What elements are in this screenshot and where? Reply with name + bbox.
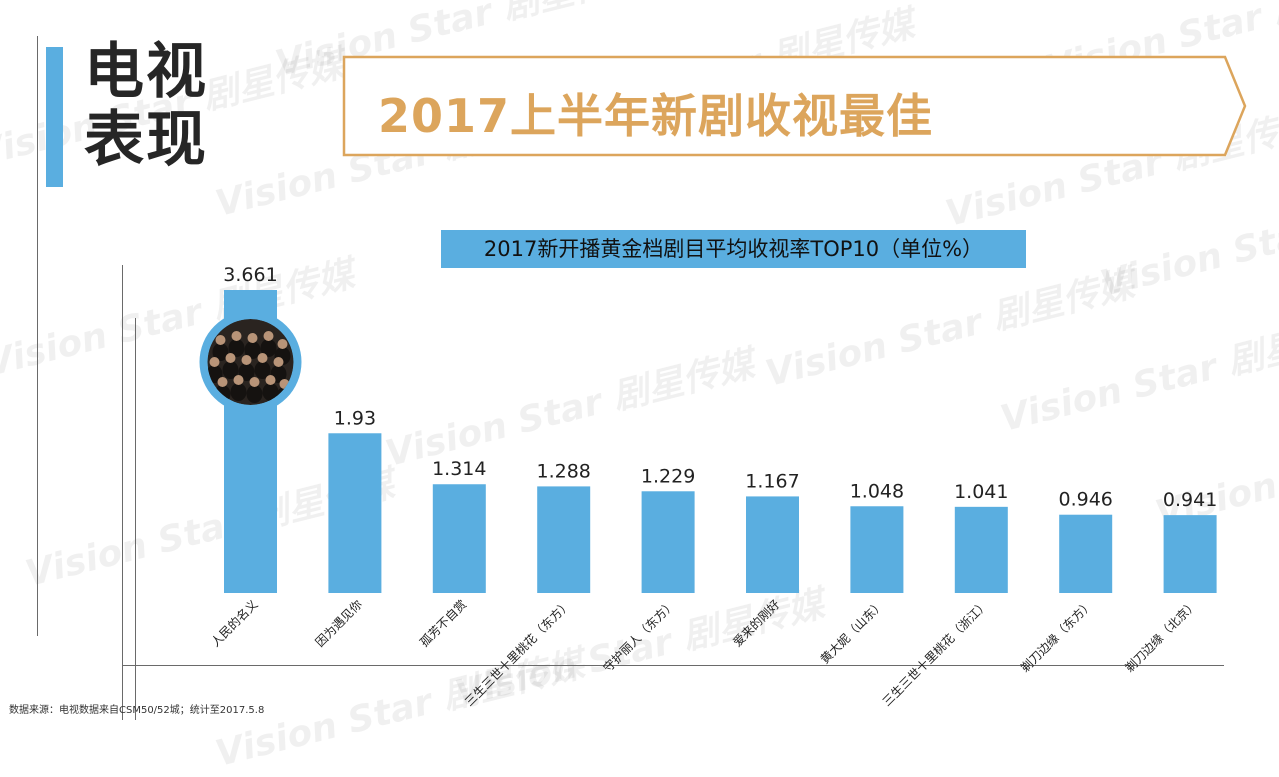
- bar: [954, 506, 1008, 593]
- bar: [1163, 515, 1217, 593]
- bar: [432, 484, 486, 593]
- data-label: 1.314: [432, 458, 486, 480]
- chart-title: 2017新开播黄金档剧目平均收视率TOP10（单位%）: [441, 230, 1026, 268]
- section-title: 电视 表现: [84, 38, 208, 174]
- category-label: 剃刀边缘（东方）: [1017, 597, 1095, 675]
- banner-title: 2017上半年新剧收视最佳: [378, 89, 934, 143]
- category-label: 爱来的刚好: [730, 597, 783, 650]
- data-label: 1.288: [536, 460, 590, 482]
- data-label: 1.041: [954, 481, 1008, 503]
- data-label: 1.167: [745, 470, 799, 492]
- bar: [850, 506, 904, 593]
- frame-line-mid: [122, 265, 123, 720]
- section-title-line-1: 电视: [84, 37, 208, 107]
- frame-line-left: [37, 36, 38, 636]
- data-label: 1.93: [334, 407, 376, 429]
- bar-chart: 3.661 人民的名义 1.93 因为遇见你 1.314 孤芳不自赏 1.288 三生三世十里…: [199, 264, 1217, 709]
- data-label: 3.661: [223, 264, 277, 286]
- bar: [328, 433, 382, 593]
- bar: [641, 491, 695, 593]
- accent-bar: [46, 47, 63, 187]
- category-label: 黄大妮（山东）: [818, 597, 887, 666]
- category-label: 守护丽人（东方）: [600, 597, 678, 675]
- category-label: 剃刀边缘（北京）: [1122, 597, 1200, 675]
- data-label: 0.946: [1058, 489, 1112, 511]
- source-note: 数据来源：电视数据来自CSM50/52城；统计至2017.5.8: [9, 705, 265, 716]
- data-label: 1.048: [850, 480, 904, 502]
- category-label: 孤芳不自赏: [417, 597, 469, 649]
- category-label: 三生三世十里桃花（浙江）: [879, 597, 991, 709]
- bar: [1059, 514, 1113, 593]
- data-label: 1.229: [641, 465, 695, 487]
- data-label: 0.941: [1163, 489, 1217, 511]
- category-label: 人民的名义: [208, 597, 261, 650]
- frame-line-inner: [135, 318, 136, 720]
- frame-line-bottom: [122, 665, 1224, 666]
- section-title-line-2: 表现: [84, 105, 208, 175]
- banner-frame: [342, 55, 1247, 157]
- bar: [537, 486, 591, 593]
- category-label: 三生三世十里桃花（东方）: [461, 597, 573, 709]
- bar: [746, 496, 799, 593]
- category-label: 因为遇见你: [313, 597, 365, 649]
